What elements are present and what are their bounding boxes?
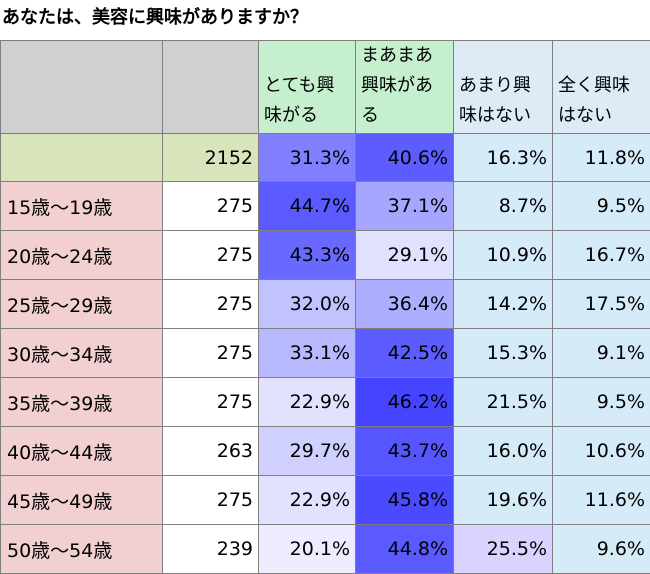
age-group-label: 30歳～34歳 [1,329,163,378]
respondent-count: 275 [163,378,259,427]
total-label-cell [1,134,163,182]
header-not-much-interested: あまり興味はない [454,41,553,134]
not-at-all-interested-pct: 17.5% [553,280,650,329]
not-much-interested-pct: 16.3% [454,134,553,182]
not-at-all-interested-pct: 16.7% [553,231,650,280]
very-interested-pct: 20.1% [259,525,356,574]
somewhat-interested-pct: 45.8% [356,476,454,525]
respondent-count: 275 [163,280,259,329]
respondent-count: 2152 [163,134,259,182]
respondent-count: 239 [163,525,259,574]
age-group-label: 25歳～29歳 [1,280,163,329]
not-at-all-interested-pct: 10.6% [553,427,650,476]
somewhat-interested-pct: 37.1% [356,182,454,231]
not-much-interested-pct: 16.0% [454,427,553,476]
not-much-interested-pct: 21.5% [454,378,553,427]
not-at-all-interested-pct: 9.1% [553,329,650,378]
very-interested-pct: 44.7% [259,182,356,231]
respondent-count: 275 [163,182,259,231]
header-somewhat-interested: まあまあ興味がある [356,41,454,134]
not-at-all-interested-pct: 11.8% [553,134,650,182]
age-group-label: 15歳～19歳 [1,182,163,231]
age-group-label: 45歳～49歳 [1,476,163,525]
somewhat-interested-pct: 43.7% [356,427,454,476]
not-at-all-interested-pct: 9.5% [553,182,650,231]
very-interested-pct: 32.0% [259,280,356,329]
very-interested-pct: 31.3% [259,134,356,182]
very-interested-pct: 29.7% [259,427,356,476]
not-much-interested-pct: 25.5% [454,525,553,574]
somewhat-interested-pct: 46.2% [356,378,454,427]
age-group-label: 40歳～44歳 [1,427,163,476]
not-much-interested-pct: 14.2% [454,280,553,329]
header-corner [1,41,163,134]
respondent-count: 275 [163,476,259,525]
not-at-all-interested-pct: 9.5% [553,378,650,427]
very-interested-pct: 22.9% [259,378,356,427]
header-not-at-all-interested: 全く興味はない [553,41,650,134]
somewhat-interested-pct: 36.4% [356,280,454,329]
page-title: あなたは、美容に興味がありますか？ [0,0,650,40]
age-group-label: 20歳～24歳 [1,231,163,280]
header-row: とても興味がる まあまあ興味がある あまり興味はない 全く興味はない [1,41,650,134]
somewhat-interested-pct: 44.8% [356,525,454,574]
not-much-interested-pct: 15.3% [454,329,553,378]
age-group-label: 50歳～54歳 [1,525,163,574]
not-at-all-interested-pct: 9.6% [553,525,650,574]
somewhat-interested-pct: 29.1% [356,231,454,280]
not-much-interested-pct: 10.9% [454,231,553,280]
respondent-count: 275 [163,231,259,280]
very-interested-pct: 22.9% [259,476,356,525]
respondent-count: 275 [163,329,259,378]
not-at-all-interested-pct: 11.6% [553,476,650,525]
age-group-label: 35歳～39歳 [1,378,163,427]
respondent-count: 263 [163,427,259,476]
very-interested-pct: 33.1% [259,329,356,378]
not-much-interested-pct: 8.7% [454,182,553,231]
somewhat-interested-pct: 42.5% [356,329,454,378]
header-count [163,41,259,134]
very-interested-pct: 43.3% [259,231,356,280]
not-much-interested-pct: 19.6% [454,476,553,525]
header-very-interested: とても興味がる [259,41,356,134]
somewhat-interested-pct: 40.6% [356,134,454,182]
